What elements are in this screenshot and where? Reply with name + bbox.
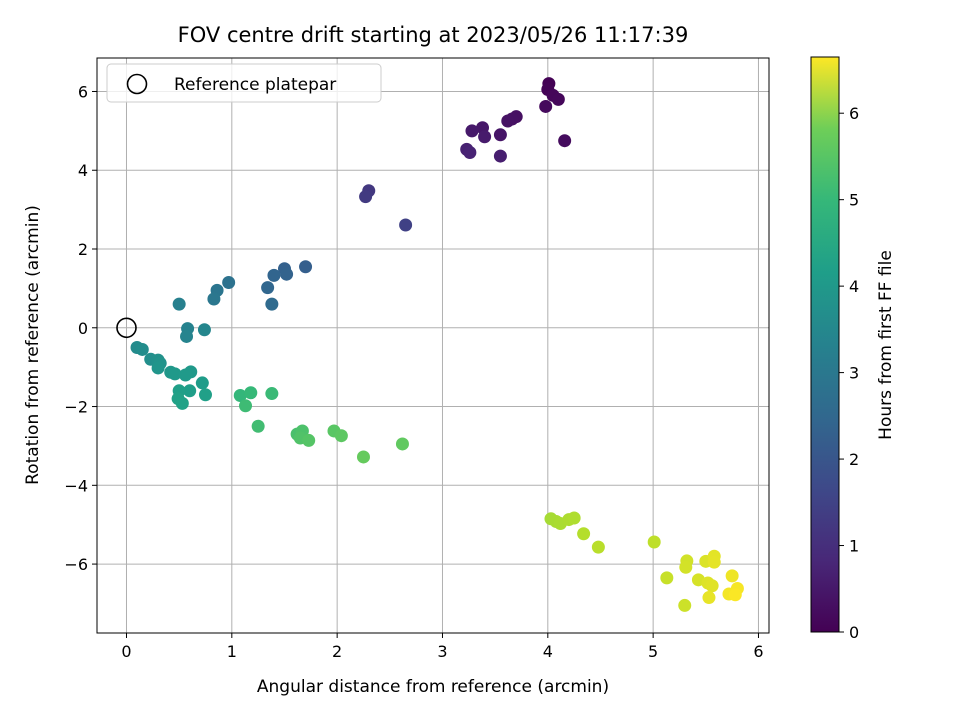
data-point (660, 571, 674, 585)
data-point (299, 260, 313, 274)
data-point (702, 591, 716, 605)
data-point (356, 450, 370, 464)
data-point (493, 149, 507, 163)
data-point (233, 389, 247, 403)
data-point (725, 569, 739, 583)
colorbar-tick-label: 4 (849, 277, 859, 296)
colorbar-frame (810, 56, 840, 633)
data-point (251, 419, 265, 433)
colorbar-tick-label: 2 (849, 450, 859, 469)
data-point (463, 146, 477, 160)
x-tick-label: 5 (648, 642, 658, 661)
colorbar-label: Hours from first FF file (876, 250, 896, 440)
data-point (280, 267, 294, 281)
colorbar-tick-label: 5 (849, 191, 859, 210)
data-point (180, 329, 194, 343)
data-point (178, 368, 192, 382)
colorbar-tick-label: 3 (849, 364, 859, 383)
reference-platepar-marker (116, 317, 137, 339)
data-point (558, 134, 572, 148)
y-tick-label: −2 (64, 398, 88, 417)
y-tick-label: −4 (64, 476, 88, 495)
data-point (678, 598, 692, 612)
data-point (183, 384, 197, 398)
data-points (130, 77, 744, 612)
data-point (679, 560, 693, 574)
data-point (302, 433, 316, 447)
plot-frame (96, 57, 770, 634)
x-tick-label: 0 (121, 642, 131, 661)
data-point (172, 297, 186, 311)
y-axis-label: Rotation from reference (arcmin) (23, 205, 43, 485)
data-point (399, 218, 413, 232)
data-point (334, 429, 348, 443)
x-tick-label: 1 (227, 642, 237, 661)
data-point (198, 388, 212, 402)
y-tick-label: 4 (78, 161, 88, 180)
data-point (577, 527, 591, 541)
data-point (478, 130, 492, 144)
data-point (728, 588, 742, 602)
data-point (647, 535, 661, 549)
y-tick-label: 0 (78, 319, 88, 338)
data-point (493, 128, 507, 142)
data-point (261, 281, 275, 295)
data-point (195, 376, 209, 390)
data-point (465, 124, 479, 138)
y-tick-label: 2 (78, 240, 88, 259)
data-point (539, 99, 553, 113)
legend: Reference platepar (106, 63, 382, 103)
x-tick-label: 4 (543, 642, 553, 661)
data-point (151, 361, 165, 375)
colorbar-ticks: 0 1 2 3 4 5 6 (839, 104, 859, 642)
data-point (265, 387, 279, 401)
data-point (197, 323, 211, 337)
data-point (551, 92, 565, 106)
data-point (359, 190, 373, 204)
data-point (591, 540, 605, 554)
data-point (239, 399, 253, 413)
data-point (567, 511, 581, 525)
legend-entry-label: Reference platepar (174, 75, 336, 95)
x-tick-label: 3 (437, 642, 447, 661)
colorbar-tick-label: 0 (849, 623, 859, 642)
data-point (175, 396, 189, 410)
data-point (222, 275, 236, 289)
data-point (265, 297, 279, 311)
colorbar-tick-label: 1 (849, 537, 859, 556)
x-axis-label: Angular distance from reference (arcmin) (257, 677, 609, 697)
y-tick-label: −6 (64, 555, 88, 574)
legend-box (106, 63, 382, 103)
data-point (707, 555, 721, 569)
grid-lines (97, 58, 769, 633)
data-point (705, 579, 719, 593)
chart-title: FOV centre drift starting at 2023/05/26 … (178, 23, 689, 47)
legend-marker-open-circle (126, 73, 148, 95)
data-point (168, 367, 182, 381)
colorbar-gradient (811, 57, 839, 632)
data-point (501, 114, 515, 128)
data-point (395, 437, 409, 451)
data-point (267, 268, 281, 282)
x-tick-label: 2 (332, 642, 342, 661)
y-axis-ticks: −6 −4 −2 0 2 4 6 (64, 82, 97, 574)
y-tick-label: 6 (78, 82, 88, 101)
colorbar-tick-label: 6 (849, 104, 859, 123)
x-tick-label: 6 (753, 642, 763, 661)
data-point (207, 292, 221, 306)
x-axis-ticks: 0 1 2 3 4 5 6 (121, 633, 764, 661)
data-point (135, 342, 149, 356)
data-point (244, 386, 258, 400)
colorbar: 0 1 2 3 4 5 6 Hours from first FF file (810, 56, 896, 642)
